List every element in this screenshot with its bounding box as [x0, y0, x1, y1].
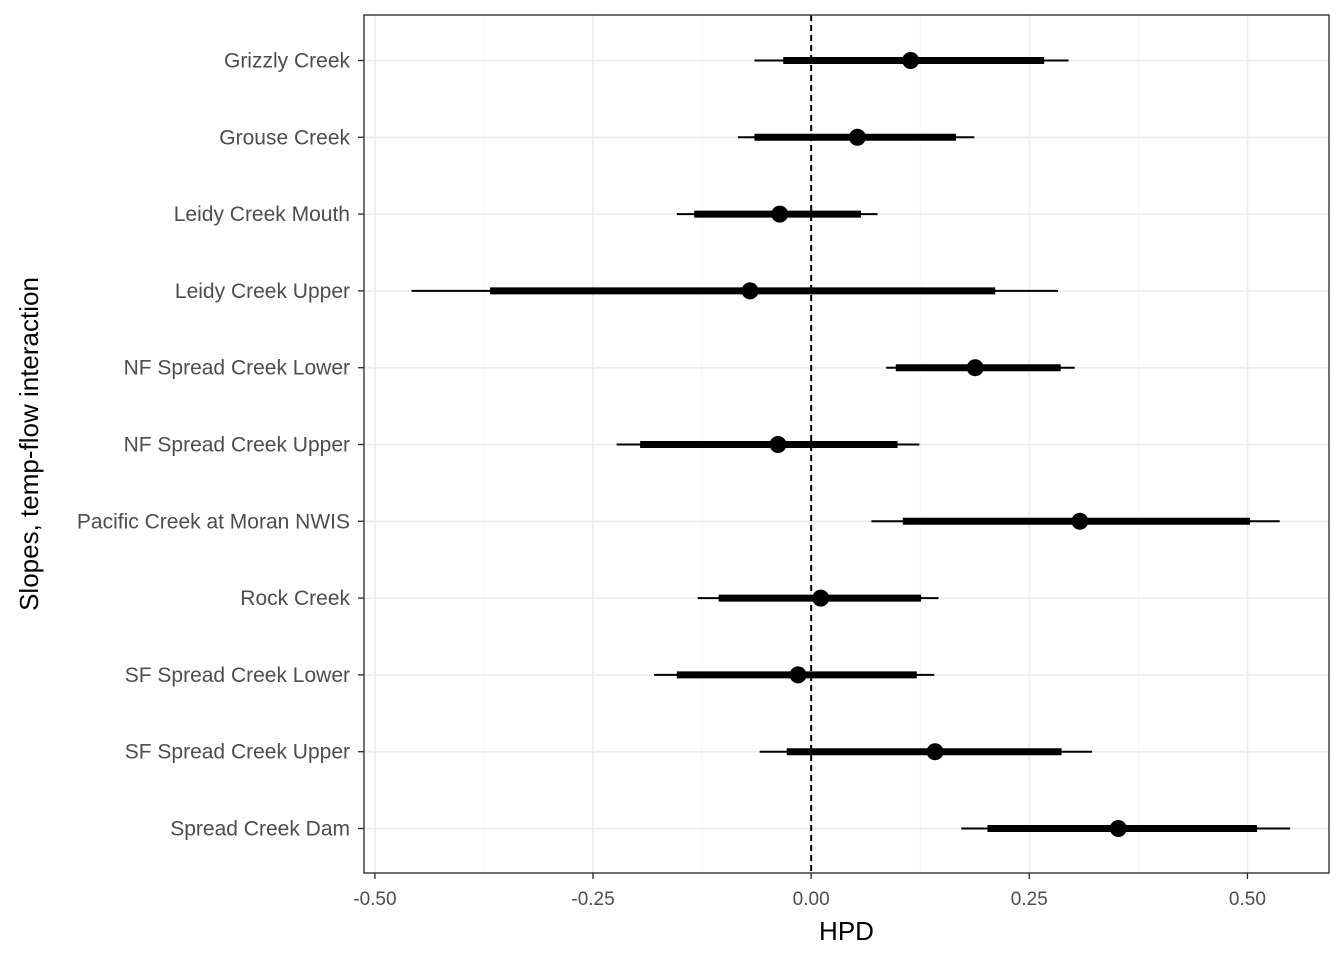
y-tick-label: NF Spread Creek Upper: [124, 434, 350, 457]
median-point: [741, 282, 759, 300]
median-point: [1071, 512, 1089, 530]
median-point: [848, 128, 866, 146]
x-axis-title: HPD: [819, 916, 874, 946]
x-tick-label: -0.50: [353, 889, 396, 910]
axes: -0.50 -0.25 0.00 0.25 0.50 Grizzly Creek Grous…: [77, 50, 1266, 911]
median-point: [926, 743, 944, 761]
median-point: [966, 359, 984, 377]
y-tick-label: Grizzly Creek: [224, 50, 351, 73]
x-tick-label: 0.50: [1229, 889, 1266, 910]
x-tick-label: 0.25: [1011, 889, 1048, 910]
median-point: [789, 666, 807, 684]
x-tick-label: 0.00: [793, 889, 830, 910]
y-tick-label: NF Spread Creek Lower: [124, 357, 350, 380]
interval-marks: [411, 52, 1291, 837]
x-tick-label: -0.25: [571, 889, 614, 910]
median-point: [812, 589, 830, 607]
median-point: [902, 52, 920, 69]
y-tick-label: SF Spread Creek Upper: [125, 741, 350, 764]
y-tick-label: Spread Creek Dam: [170, 818, 350, 841]
y-tick-label: SF Spread Creek Lower: [125, 664, 350, 687]
y-tick-label: Rock Creek: [240, 587, 350, 610]
y-tick-label: Leidy Creek Upper: [175, 280, 350, 303]
median-point: [1109, 820, 1127, 837]
y-tick-label: Pacific Creek at Moran NWIS: [77, 510, 350, 533]
median-point: [769, 436, 787, 453]
y-tick-label: Leidy Creek Mouth: [174, 203, 350, 226]
y-axis-title: Slopes, temp-flow interaction: [14, 277, 44, 611]
y-tick-label: Grouse Creek: [219, 126, 350, 149]
median-point: [771, 205, 789, 223]
